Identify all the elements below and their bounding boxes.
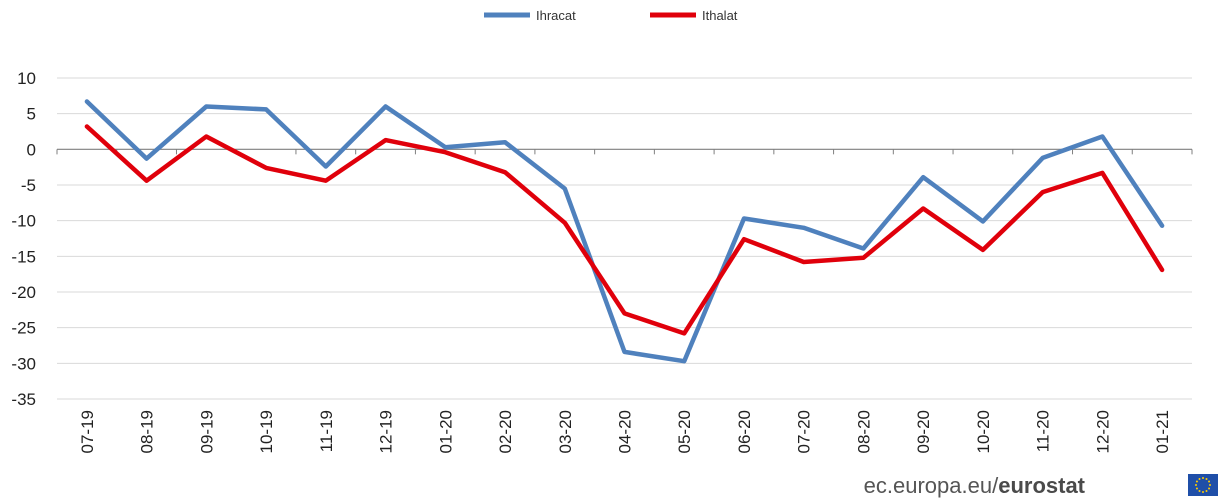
eu-star [1195,487,1198,490]
y-tick-label: 10 [17,69,36,88]
eu-star [1209,484,1211,486]
eu-star [1208,480,1211,483]
y-axis-tick-labels: 10 5 0 -5 -10 -15 -20 -25 -30 -35 [11,69,36,409]
legend-label-ithalat: Ithalat [702,8,738,23]
series-lines [84,99,1165,364]
y-tick-label: -35 [11,390,36,409]
x-tick-label: 07-20 [795,410,814,453]
eu-star [1202,477,1204,479]
x-tick-label: 11-19 [317,410,336,452]
series-line-ihracat [84,99,1165,364]
x-tick-label: 09-19 [197,410,216,453]
grid-lines [57,77,1192,400]
eu-star [1202,491,1204,493]
eu-star [1198,490,1201,493]
x-tick-label: 06-20 [735,410,754,453]
eu-star [1208,487,1211,490]
eu-stars-icon [1195,477,1211,493]
y-tick-label: 0 [27,140,36,159]
x-tick-label: 11-20 [1034,410,1053,452]
y-tick-label: -15 [11,247,36,266]
x-tick-label: 03-20 [556,410,575,453]
x-tick-label: 07-19 [78,410,97,453]
x-tick-label: 12-20 [1093,410,1112,453]
x-tick-label: 01-21 [1153,410,1172,453]
y-tick-label: -20 [11,283,36,302]
eu-star [1195,480,1198,483]
series-line-ithalat [84,124,1165,336]
x-tick-label: 04-20 [616,410,635,453]
x-tick-label: 02-20 [496,410,515,453]
y-tick-label: -10 [11,212,36,231]
eu-star [1205,490,1208,493]
eu-flag-icon [1188,474,1218,496]
x-tick-label: 10-20 [974,410,993,453]
x-tick-label: 08-20 [854,410,873,453]
x-tick-label: 01-20 [436,410,455,453]
x-tick-label: 08-19 [138,410,157,453]
eu-star [1198,477,1201,480]
x-axis [56,148,1193,155]
source-url: ec.europa.eu/eurostat [864,473,1086,498]
x-axis-tick-labels: 07-19 08-19 09-19 10-19 11-19 12-19 01-20 02-20… [78,410,1172,453]
y-tick-label: -25 [11,319,36,338]
legend-label-ihracat: Ihracat [536,8,576,23]
x-tick-label: 05-20 [675,410,694,453]
x-tick-label: 09-20 [914,410,933,453]
eu-star [1205,477,1208,480]
source-brand: eurostat [998,473,1085,498]
y-tick-label: 5 [27,105,36,124]
source-domain: ec.europa.eu/ [864,473,999,498]
x-tick-label: 10-19 [257,410,276,453]
eu-star [1195,484,1197,486]
y-tick-label: -5 [21,176,36,195]
source-attribution: ec.europa.eu/eurostat [864,473,1218,498]
x-tick-label: 12-19 [377,410,396,453]
legend: Ihracat Ithalat [484,8,738,23]
y-tick-label: -30 [11,354,36,373]
